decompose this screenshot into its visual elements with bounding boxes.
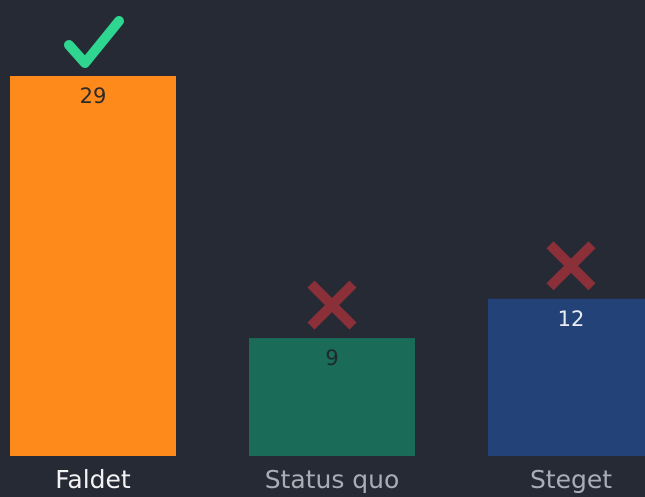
value-label: 29: [80, 84, 107, 108]
incorrect-icon: [307, 280, 357, 330]
category-label: Steget: [530, 465, 612, 494]
category-label: Status quo: [265, 465, 400, 494]
incorrect-icon: [546, 241, 596, 291]
value-label: 12: [558, 307, 585, 331]
value-label: 9: [325, 346, 338, 370]
bar: [249, 338, 415, 456]
bar: [488, 298, 645, 456]
bar: [10, 76, 176, 456]
category-label: Faldet: [55, 465, 131, 494]
correct-icon: [64, 16, 124, 68]
